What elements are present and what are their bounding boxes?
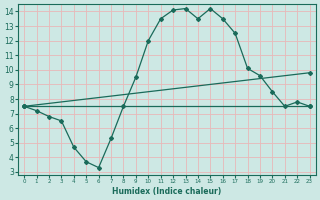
- X-axis label: Humidex (Indice chaleur): Humidex (Indice chaleur): [112, 187, 221, 196]
